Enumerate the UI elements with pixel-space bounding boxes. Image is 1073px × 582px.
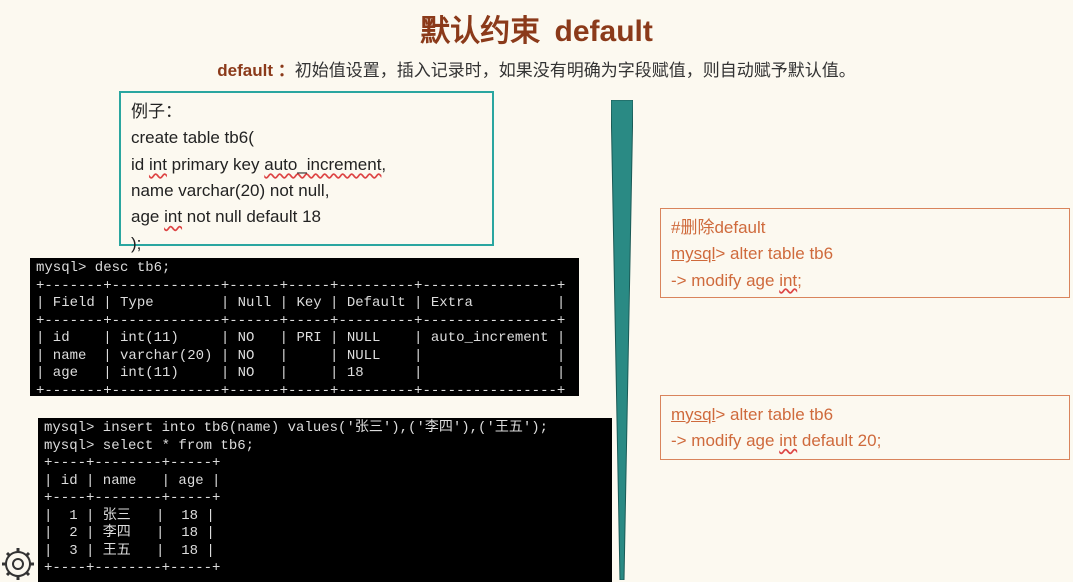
side-box-set-default: mysql> alter table tb6 -> modify age int… [660,395,1070,460]
example-line-1: 例子： [131,99,482,125]
side1-line2: mysql> alter table tb6 [671,241,1059,267]
side1-line3: -> modify age int; [671,268,1059,294]
subtitle-keyword: default ： [217,61,294,80]
example-line-4: name varchar(20) not null, [131,178,482,204]
divider-shape [611,100,633,580]
title-row: 默认约束 default [0,0,1073,50]
side1-line1: #删除default [671,215,1059,241]
title-chinese: 默认约束 [420,6,540,50]
subtitle-text: 初始值设置，插入记录时，如果没有明确为字段赋值，则自动赋予默认值。 [295,61,856,80]
terminal-desc-output: mysql> desc tb6; +-------+-------------+… [30,258,579,396]
subtitle: default ：初始值设置，插入记录时，如果没有明确为字段赋值，则自动赋予默认… [0,56,1073,81]
example-line-6: ); [131,231,482,257]
example-line-5: age int not null default 18 [131,204,482,230]
side-box-remove-default: #删除default mysql> alter table tb6 -> mod… [660,208,1070,298]
example-line-3: id int primary key auto_increment, [131,152,482,178]
terminal-select-output: mysql> insert into tb6(name) values('张三'… [38,418,612,582]
title-english: default [555,15,653,49]
gear-icon [0,546,36,582]
side2-line1: mysql> alter table tb6 [671,402,1059,428]
example-line-2: create table tb6( [131,125,482,151]
example-box: 例子： create table tb6( id int primary key… [119,91,494,246]
side2-line2: -> modify age int default 20; [671,428,1059,454]
